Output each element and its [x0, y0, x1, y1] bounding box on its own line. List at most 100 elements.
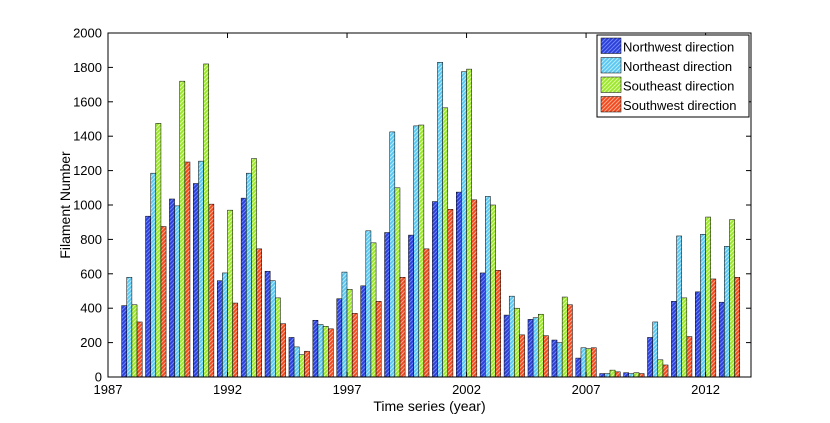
- y-tick-label: 1000: [73, 198, 102, 213]
- bar-2-2004: [508, 295, 515, 378]
- bar-2-2012: [700, 233, 706, 378]
- bar-1-2002: [456, 191, 462, 378]
- bar-2-2009: [628, 373, 635, 378]
- bar-2-2002: [461, 71, 467, 378]
- bar-1-2013: [718, 301, 725, 378]
- bar-2-2000: [413, 125, 419, 378]
- bar-1-1990: [169, 198, 175, 378]
- bar-4-1993: [256, 248, 262, 378]
- bar-1-1991: [193, 183, 199, 378]
- bar-1-2012: [695, 291, 701, 378]
- bar-2-2005: [532, 317, 539, 378]
- bar-4-2003: [495, 270, 501, 378]
- bar-3-1994: [275, 297, 281, 378]
- bar-2-1988: [126, 276, 133, 378]
- bar-3-2006: [561, 296, 568, 378]
- bar-1-1993: [240, 197, 247, 378]
- bar-3-2005: [538, 313, 544, 378]
- bar-3-2000: [418, 124, 425, 378]
- bar-2-1996: [317, 324, 324, 378]
- bar-3-1989: [155, 123, 162, 378]
- legend-label: Southwest direction: [623, 98, 736, 113]
- bar-4-2007: [590, 347, 597, 378]
- bar-2-1991: [198, 160, 204, 378]
- bar-1-1997: [336, 298, 343, 378]
- legend-label: Southeast direction: [623, 79, 734, 94]
- x-tick-label: 2012: [691, 382, 720, 397]
- bar-4-1997: [351, 313, 358, 378]
- bar-1-1995: [288, 337, 295, 378]
- bar-1-2005: [527, 319, 534, 378]
- bar-3-2008: [609, 369, 616, 378]
- bar-4-1988: [136, 321, 143, 378]
- y-axis: 0 200 400 600 800 1000 1200 1400 1600 1800 2000: [73, 26, 751, 385]
- y-tick-label: 1800: [73, 60, 102, 75]
- bar-2-2001: [437, 61, 443, 378]
- y-tick-label: 200: [80, 335, 102, 350]
- bar-3-1996: [322, 326, 329, 378]
- y-tick-label: 800: [80, 232, 102, 247]
- bar-4-2010: [662, 364, 669, 378]
- y-tick-label: 2000: [73, 26, 102, 41]
- bar-2-1993: [246, 172, 252, 378]
- bar-4-1992: [232, 302, 239, 378]
- bar-2-2011: [676, 235, 682, 378]
- bar-1-2003: [479, 272, 486, 378]
- y-tick-label: 400: [80, 301, 102, 316]
- bar-1-1992: [216, 280, 223, 378]
- bar-3-2009: [633, 372, 640, 378]
- bar-4-2006: [567, 304, 573, 378]
- bar-4-1999: [399, 276, 406, 378]
- bar-3-2012: [705, 216, 711, 378]
- bar-4-2011: [686, 336, 693, 378]
- bar-4-1996: [328, 328, 334, 378]
- bar-3-2007: [585, 348, 592, 378]
- legend-swatch: [600, 37, 622, 54]
- bar-1-1998: [360, 285, 367, 378]
- x-tick-label: 1992: [213, 382, 242, 397]
- legend-swatch: [600, 76, 622, 93]
- bar-1-2010: [647, 337, 653, 378]
- bar-1-2000: [408, 234, 414, 378]
- bar-3-2013: [729, 219, 735, 378]
- legend-label: Northeast direction: [623, 59, 732, 74]
- bars-group: [121, 61, 741, 378]
- bar-1-1994: [264, 270, 271, 378]
- y-tick-label: 1200: [73, 163, 102, 178]
- legend: Northwest direction Northeast direction So…: [596, 34, 750, 118]
- y-axis-title: Filament Number: [57, 151, 73, 259]
- bar-3-1997: [346, 289, 353, 378]
- y-tick-label: 0: [95, 370, 102, 385]
- bar-3-1991: [203, 63, 210, 378]
- y-tick-label: 1400: [73, 129, 102, 144]
- bar-2-1999: [389, 131, 396, 378]
- bar-2-1998: [365, 230, 372, 378]
- bar-2-1997: [341, 271, 348, 378]
- legend-box: [596, 34, 750, 118]
- bar-1-2004: [503, 314, 510, 378]
- bar-2-2013: [724, 246, 730, 378]
- bar-3-1995: [298, 354, 305, 378]
- bar-3-1998: [370, 242, 377, 378]
- bar-2-1995: [293, 346, 300, 378]
- bar-3-2010: [657, 359, 664, 378]
- bar-1-1989: [145, 215, 151, 378]
- bar-3-2001: [442, 107, 449, 378]
- bar-1-1996: [312, 319, 319, 378]
- bar-3-1992: [227, 209, 233, 378]
- bar-1-2006: [551, 339, 558, 378]
- bar-1-2008: [599, 373, 606, 378]
- bar-4-2005: [543, 335, 549, 378]
- bar-3-2002: [466, 68, 472, 378]
- bar-3-2003: [490, 204, 496, 378]
- bar-4-2002: [471, 199, 478, 378]
- bar-4-2012: [710, 278, 717, 378]
- bar-4-2004: [519, 334, 525, 378]
- bar-4-1998: [375, 301, 382, 378]
- bar-4-2001: [447, 209, 454, 378]
- legend-swatch: [600, 96, 622, 113]
- x-axis-title: Time series (year): [373, 398, 485, 414]
- y-tick-label: 1600: [73, 94, 102, 109]
- x-axis: 1987 1992 1997 2002 2007 2012: [94, 33, 720, 397]
- bar-3-2011: [681, 297, 688, 378]
